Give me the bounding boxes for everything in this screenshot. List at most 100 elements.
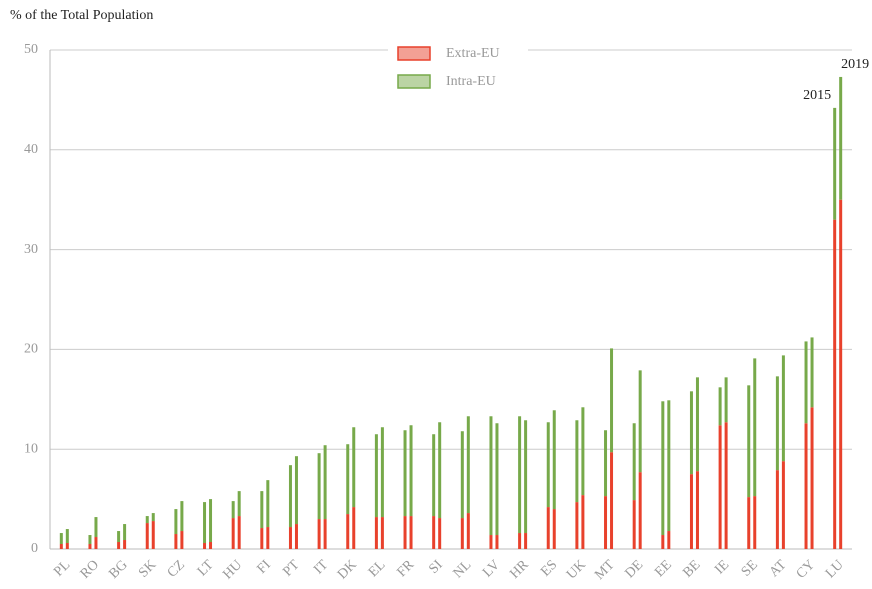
bar-segment [174, 534, 178, 549]
bar-segment [753, 358, 757, 497]
bar-segment [409, 425, 413, 517]
bar-segment [123, 524, 127, 541]
bar-segment [466, 513, 470, 549]
x-tick-label: RO [78, 557, 102, 581]
bar-segment [94, 537, 98, 549]
bar-segment [661, 535, 665, 549]
bar-segment [689, 391, 693, 475]
x-tick-label: FI [255, 557, 275, 577]
x-tick-label: DK [335, 557, 360, 582]
bar-segment [231, 501, 235, 519]
bar-segment [317, 453, 321, 520]
bar-segment [667, 531, 671, 549]
bar-segment [237, 516, 241, 549]
bar-segment [718, 387, 722, 426]
bar-segment [266, 527, 270, 549]
bar-segment [632, 500, 636, 549]
bar-segment [552, 410, 556, 510]
bar-segment [231, 518, 235, 549]
y-tick-label: 30 [24, 242, 38, 257]
x-tick-label: FR [394, 557, 417, 580]
bar-segment [747, 497, 751, 549]
annotation: 2019 [841, 57, 869, 72]
bar-segment [346, 444, 350, 515]
bar-segment [403, 516, 407, 549]
bar-segment [209, 542, 213, 549]
bar-segment [65, 543, 69, 549]
bar-segment [403, 430, 407, 517]
bar-segment [495, 535, 499, 549]
bar-segment [781, 355, 785, 462]
bar-segment [489, 535, 493, 549]
x-tick-label: UK [564, 557, 589, 582]
bar-segment [804, 423, 808, 549]
y-tick-label: 0 [31, 541, 38, 556]
bar-segment [466, 416, 470, 514]
bar-segment [294, 524, 298, 549]
bar-segment [775, 470, 779, 549]
bar-segment [180, 531, 184, 549]
bar-segment [460, 518, 464, 549]
x-tick-label: LV [480, 557, 503, 580]
bar-segment [409, 516, 413, 549]
x-tick-label: IT [311, 557, 331, 577]
bar-segment [610, 452, 614, 549]
bar-segment [380, 517, 384, 549]
bar-segment [604, 430, 608, 497]
bar-segment [151, 521, 155, 549]
bar-segment [59, 533, 63, 545]
bar-segment [833, 219, 837, 549]
bar-segment [117, 542, 121, 549]
x-tick-label: BE [680, 557, 703, 580]
bar-segment [260, 491, 264, 529]
bar-segment [180, 501, 184, 532]
x-tick-label: CZ [165, 557, 188, 580]
bar-segment [833, 107, 837, 220]
bar-segment [323, 519, 327, 549]
bar-segment [552, 509, 556, 549]
bar-segment [604, 496, 608, 549]
x-tick-label: EL [366, 557, 389, 580]
bar-segment [237, 491, 241, 517]
bar-segment [260, 528, 264, 549]
bar-segment [460, 431, 464, 519]
bar-segment [374, 517, 378, 549]
bar-segment [432, 434, 436, 517]
legend-swatch [397, 74, 431, 89]
bar-segment [294, 456, 298, 525]
bar-segment [610, 348, 614, 453]
bar-segment [581, 407, 585, 496]
x-tick-label: PL [51, 557, 73, 579]
bar-segment [65, 529, 69, 544]
x-tick-label: CY [794, 557, 818, 581]
bar-segment [288, 527, 292, 549]
y-axis-title: % of the Total Population [10, 8, 153, 23]
bar-segment [88, 544, 92, 549]
x-tick-label: SE [739, 557, 761, 579]
bar-segment [489, 416, 493, 536]
bar-segment [266, 480, 270, 528]
x-tick-label: NL [451, 557, 475, 581]
bar-segment [288, 465, 292, 528]
x-tick-label: AT [767, 557, 790, 580]
bar-segment [94, 517, 98, 538]
x-tick-label: BG [106, 557, 130, 581]
x-tick-label: IE [712, 557, 732, 577]
y-tick-label: 20 [24, 342, 38, 357]
legend-label: Intra-EU [446, 74, 496, 89]
bar-segment [718, 425, 722, 549]
y-tick-label: 10 [24, 441, 38, 456]
x-tick-label: LU [823, 557, 847, 581]
bar-segment [380, 427, 384, 518]
x-tick-label: EE [652, 557, 675, 580]
legend-swatch [397, 46, 431, 61]
bar-segment [632, 423, 636, 501]
bar-segment [174, 509, 178, 535]
bar-segment [546, 422, 550, 508]
bar-segment [374, 434, 378, 518]
x-tick-label: PT [280, 557, 302, 579]
x-tick-label: HU [220, 557, 245, 582]
bar-segment [724, 422, 728, 549]
bar-segment [59, 544, 63, 549]
